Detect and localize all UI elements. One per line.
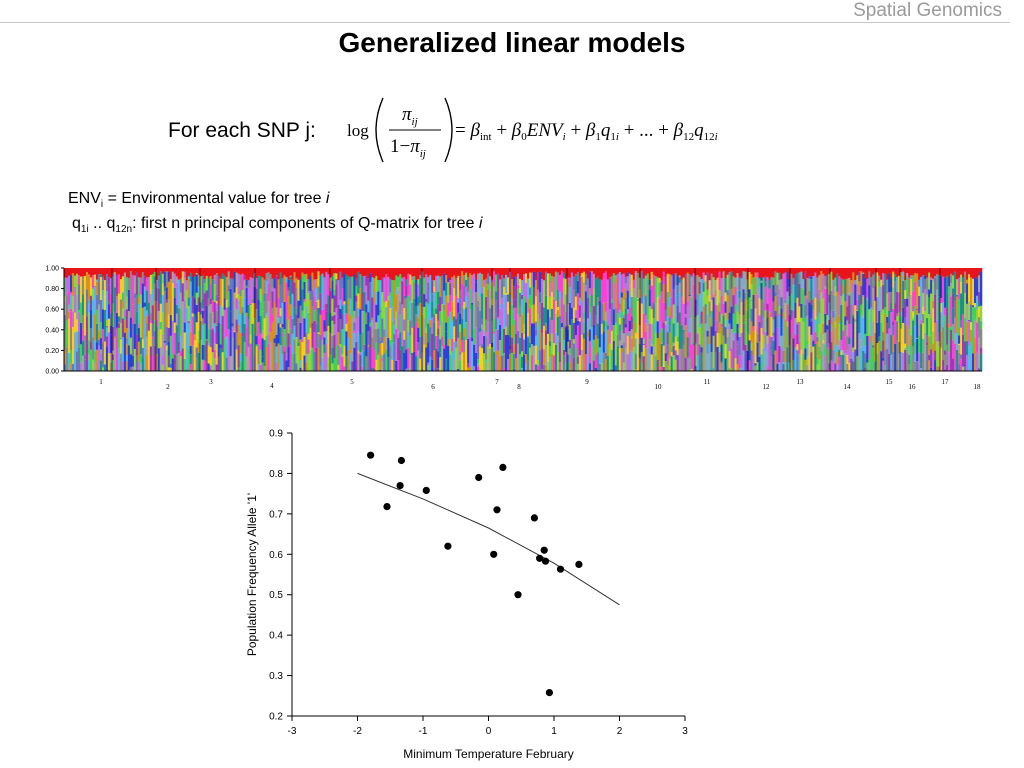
structure-y-tick-label: 0.00 <box>45 369 59 376</box>
data-point <box>490 550 498 558</box>
slide-title: Generalized linear models <box>338 27 686 58</box>
data-point <box>541 557 550 565</box>
data-point <box>536 554 544 562</box>
eq-right-paren <box>444 97 453 163</box>
env-subscript: i <box>100 199 104 211</box>
q-variable: i <box>478 215 483 232</box>
population-label: 18 <box>974 383 982 391</box>
q-range: .. q <box>88 215 116 232</box>
definition-env: ENVi = Environmental value for tree i <box>68 190 329 210</box>
scatter-y-label: Population Frequency Allele '1' <box>245 493 259 656</box>
header-divider <box>0 22 1010 23</box>
structure-y-tick-label: 1.00 <box>45 266 59 273</box>
scatter-y-tick-label: 0.2 <box>269 712 283 723</box>
population-label: 15 <box>886 378 894 386</box>
env-variable: i <box>325 190 330 207</box>
eq-left-paren <box>375 97 384 163</box>
data-point <box>530 514 538 522</box>
data-point <box>545 689 553 697</box>
scatter-x-tick-label: -2 <box>353 726 362 737</box>
population-label: 14 <box>844 383 852 391</box>
scatter-y-tick-label: 0.7 <box>269 509 283 520</box>
scatter-x-label: Minimum Temperature February <box>403 747 574 761</box>
population-label: 1 <box>99 378 103 386</box>
data-point <box>396 482 404 490</box>
definition-q: q1i .. q12n: first n principal component… <box>72 215 482 235</box>
scatter-y-tick-label: 0.3 <box>269 671 283 682</box>
population-label: 6 <box>431 383 435 391</box>
population-label: 2 <box>166 383 170 391</box>
allele-frequency-scatter: 0.2 0.3 0.4 0.5 0.6 0.7 0.8 0.9 -3 -2 -1 0 1 2 3 Minimu… <box>245 429 688 762</box>
data-point <box>493 506 501 514</box>
structure-bars <box>64 268 983 371</box>
env-symbol: ENV <box>68 190 101 207</box>
scatter-y-tick-label: 0.4 <box>269 631 283 642</box>
population-label: 7 <box>495 378 499 386</box>
population-label: 8 <box>517 383 521 391</box>
env-description: = Environmental value for tree <box>103 190 326 207</box>
eq-log: log <box>347 121 369 140</box>
glm-equation: log πij 1−πij = βint + β0ENVi + β1q1i + … <box>347 97 718 163</box>
population-label: 16 <box>909 383 917 391</box>
scatter-x-tick-label: -1 <box>419 726 428 737</box>
population-label: 11 <box>704 378 711 386</box>
data-point <box>422 486 430 494</box>
q-description: : first n principal components of Q-matr… <box>132 215 479 232</box>
data-point <box>499 463 507 471</box>
data-point <box>575 560 583 568</box>
structure-y-tick-label: 0.20 <box>45 348 59 355</box>
population-label: 17 <box>942 378 950 386</box>
data-point <box>444 542 452 550</box>
data-point <box>514 591 522 599</box>
q-symbol: q <box>72 215 81 232</box>
structure-y-tick-label: 0.40 <box>45 327 59 334</box>
data-point <box>556 565 565 573</box>
population-label: 13 <box>797 378 805 386</box>
eq-numerator: πij <box>402 104 418 128</box>
structure-y-tick-label: 0.60 <box>45 307 59 314</box>
regression-curve <box>357 472 620 606</box>
population-label: 9 <box>585 378 589 386</box>
data-point <box>383 503 391 511</box>
data-point <box>540 546 548 554</box>
header-tag: Spatial Genomics <box>853 0 1002 21</box>
eq-rhs: = βint + β0ENVi + β1q1i + ... + β12q12i <box>455 120 718 143</box>
scatter-y-tick-label: 0.5 <box>269 590 283 601</box>
data-point <box>475 473 483 482</box>
structure-y-tick-label: 0.80 <box>45 286 59 293</box>
population-label: 12 <box>763 383 771 391</box>
scatter-y-tick-label: 0.6 <box>269 550 283 561</box>
population-label: 5 <box>350 378 354 386</box>
eq-denominator: 1−πij <box>390 136 426 160</box>
scatter-y-tick-label: 0.8 <box>269 469 283 480</box>
scatter-y-tick-label: 0.9 <box>269 429 283 440</box>
data-point <box>367 451 375 459</box>
scatter-x-tick-label: 3 <box>682 726 688 737</box>
scatter-x-tick-label: 0 <box>486 726 492 737</box>
q-last-subscript: 12n <box>115 224 133 236</box>
data-point <box>397 456 405 465</box>
population-label: 10 <box>655 383 663 391</box>
scatter-x-tick-label: 2 <box>617 726 623 737</box>
population-label: 3 <box>209 378 213 386</box>
scatter-x-tick-label: 1 <box>551 726 557 737</box>
scatter-x-tick-label: -3 <box>288 726 297 737</box>
population-label: 4 <box>270 382 274 390</box>
q-first-subscript: 1i <box>80 224 89 236</box>
equation-lead: For each SNP j: <box>168 119 316 142</box>
